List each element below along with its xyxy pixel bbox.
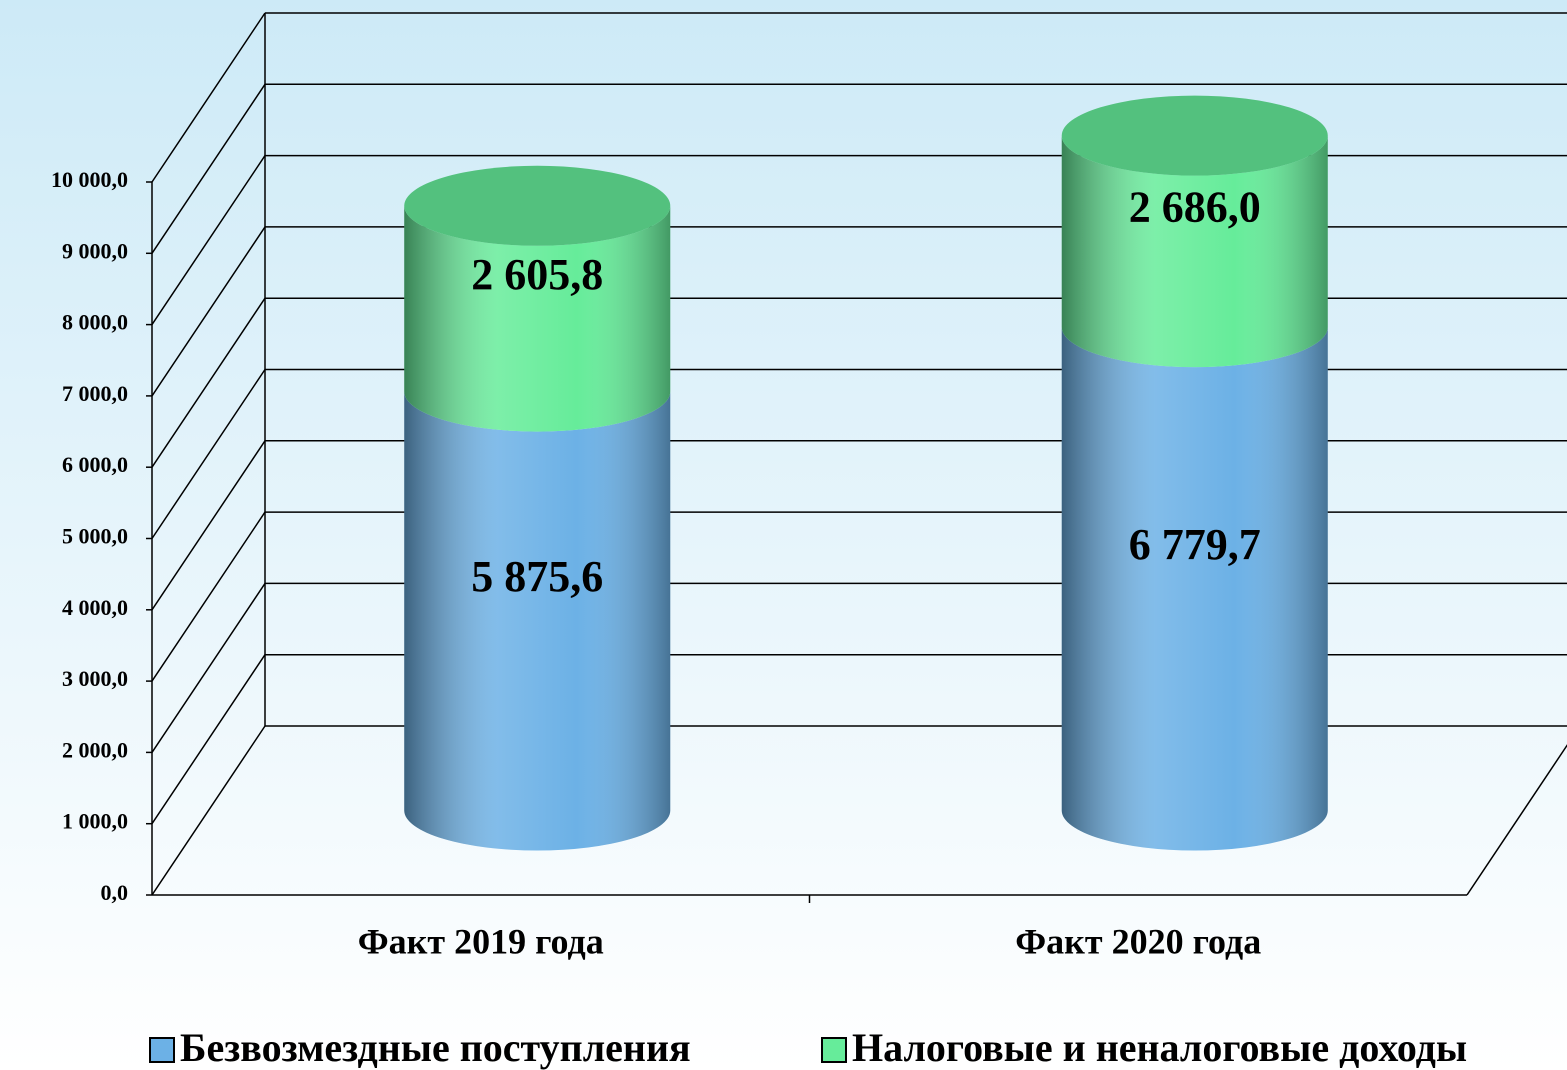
data-label: 5 875,6 bbox=[471, 552, 603, 601]
grid-line bbox=[151, 725, 266, 896]
bar-top-shade bbox=[1061, 95, 1328, 176]
data-label: 2 605,8 bbox=[471, 250, 603, 299]
legend-swatch bbox=[821, 1037, 847, 1063]
grid-line bbox=[151, 297, 266, 468]
grid-line bbox=[151, 12, 266, 183]
grid-line bbox=[151, 369, 266, 539]
floor-edge bbox=[1466, 744, 1567, 896]
bar-shade bbox=[1061, 135, 1328, 368]
grid-line bbox=[151, 511, 266, 682]
y-tick-label: 3 000,0 bbox=[62, 666, 128, 691]
bar-shade bbox=[404, 391, 671, 851]
grid-line bbox=[151, 226, 266, 397]
y-tick-label: 6 000,0 bbox=[62, 452, 128, 477]
y-tick-label: 1 000,0 bbox=[62, 809, 128, 834]
bar-shade bbox=[404, 205, 671, 432]
legend-label: Налоговые и неналоговые доходы bbox=[852, 1025, 1467, 1070]
legend-swatch bbox=[149, 1037, 175, 1063]
legend-label: Безвозмездные поступления bbox=[180, 1025, 691, 1070]
y-tick-label: 7 000,0 bbox=[62, 381, 128, 406]
grid-line bbox=[151, 155, 266, 326]
bar-top-shade bbox=[404, 165, 671, 246]
grid-line bbox=[151, 582, 266, 753]
y-tick-label: 2 000,0 bbox=[62, 737, 128, 762]
x-tick-label: Факт 2019 года bbox=[358, 921, 604, 961]
bar-top bbox=[404, 165, 671, 246]
grid-line bbox=[151, 654, 266, 825]
grid-line bbox=[151, 440, 266, 611]
y-tick-label: 5 000,0 bbox=[62, 524, 128, 549]
y-tick-label: 0,0 bbox=[101, 880, 129, 905]
y-tick-label: 8 000,0 bbox=[62, 310, 128, 335]
bar-shade bbox=[1061, 327, 1328, 851]
y-tick-label: 9 000,0 bbox=[62, 238, 128, 263]
grid-line bbox=[151, 83, 266, 254]
y-tick-label: 4 000,0 bbox=[62, 595, 128, 620]
y-tick-label: 10 000,0 bbox=[51, 167, 128, 192]
data-label: 6 779,7 bbox=[1129, 520, 1261, 569]
bar-top bbox=[1061, 95, 1328, 176]
data-label: 2 686,0 bbox=[1129, 182, 1261, 231]
x-tick-label: Факт 2020 года bbox=[1015, 921, 1261, 961]
